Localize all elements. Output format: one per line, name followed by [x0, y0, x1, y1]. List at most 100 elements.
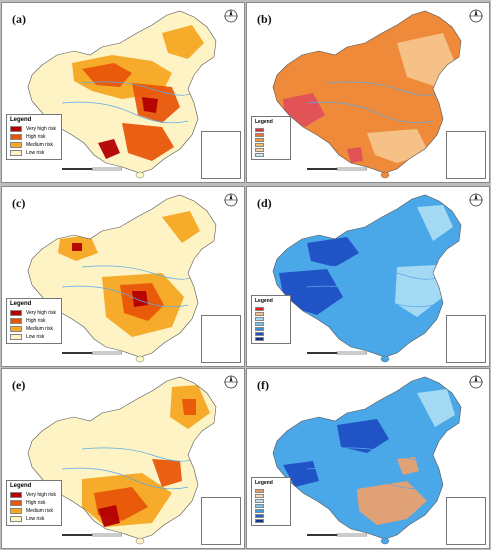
- legend-item: [255, 311, 287, 316]
- legend-swatch: [255, 306, 264, 311]
- legend-swatch: [255, 498, 264, 503]
- risk-region: [152, 459, 182, 487]
- map-panel-c: (c) Legend Very high risk High risk Medium …: [1, 186, 245, 367]
- island: [135, 355, 145, 363]
- china-map-d: [272, 194, 462, 363]
- risk-region: [307, 237, 359, 267]
- north-arrow-icon: [469, 9, 483, 23]
- legend-swatch: [255, 321, 264, 326]
- legend-label: Low risk: [26, 516, 45, 522]
- legend-item: [255, 132, 287, 137]
- legend-title: Legend: [10, 117, 32, 123]
- legend-label: Medium risk: [26, 326, 53, 332]
- river-line: [326, 81, 438, 96]
- risk-region: [367, 129, 429, 163]
- river-line: [326, 265, 438, 280]
- risk-region: [122, 123, 174, 161]
- legend-item: [255, 503, 287, 508]
- legend-label: Very high risk: [26, 492, 57, 498]
- scale-bar: [307, 167, 367, 171]
- map-panel-e: (e) Legend Very high risk High risk Medium …: [1, 368, 245, 549]
- risk-region: [182, 399, 196, 415]
- south-china-sea-inset: [446, 497, 486, 545]
- legend-item: Low risk: [10, 333, 58, 341]
- risk-region: [417, 205, 453, 241]
- legend-swatch: [10, 516, 22, 522]
- legend-item: [255, 306, 287, 311]
- south-china-sea-inset: [201, 131, 241, 179]
- legend-title: Legend: [255, 119, 273, 125]
- legend-swatch: [10, 142, 22, 148]
- legend-swatch: [255, 152, 264, 157]
- country-border: [272, 10, 462, 174]
- numeric-legend: Legend: [251, 116, 291, 160]
- legend-item: [255, 498, 287, 503]
- legend-title: Legend: [10, 483, 32, 489]
- country-border: [27, 10, 217, 174]
- legend-swatch: [255, 311, 264, 316]
- north-arrow-icon: [224, 9, 238, 23]
- legend-swatch: [255, 147, 264, 152]
- scale-bar: [62, 533, 122, 537]
- north-arrow-icon: [224, 193, 238, 207]
- legend-swatch: [255, 503, 264, 508]
- river-line: [326, 447, 438, 462]
- island: [380, 171, 390, 179]
- risk-region: [132, 291, 148, 307]
- panel-label-d: (d): [257, 196, 272, 210]
- risk-region: [357, 481, 427, 525]
- river-line: [81, 447, 193, 462]
- legend-item: [255, 336, 287, 341]
- south-china-sea-inset: [446, 315, 486, 363]
- china-map-f: [272, 376, 462, 545]
- river-line: [306, 101, 434, 124]
- panel-label-b: (b): [257, 12, 272, 26]
- legend-item: [255, 142, 287, 147]
- map-panel-d: (d) Legend: [246, 186, 490, 367]
- legend-item: [255, 518, 287, 523]
- country-border: [27, 194, 217, 358]
- country-border: [272, 194, 462, 358]
- legend-label: Very high risk: [26, 126, 57, 132]
- legend-item: Very high risk: [10, 491, 58, 499]
- legend-swatch: [10, 310, 22, 316]
- river-line: [61, 285, 189, 308]
- risk-region: [397, 457, 419, 475]
- legend-item: [255, 152, 287, 157]
- country-border: [27, 376, 217, 540]
- legend-item: [255, 331, 287, 336]
- legend-label: High risk: [26, 134, 46, 140]
- legend-swatch: [255, 336, 264, 341]
- north-arrow-icon: [469, 375, 483, 389]
- risk-legend: Legend Very high risk High risk Medium risk…: [6, 298, 62, 344]
- legend-item: [255, 127, 287, 132]
- south-china-sea-inset: [201, 315, 241, 363]
- river-line: [81, 81, 193, 96]
- risk-region: [347, 147, 363, 163]
- legend-label: Low risk: [26, 150, 45, 156]
- legend-swatch: [10, 334, 22, 340]
- risk-region: [82, 63, 132, 87]
- risk-region: [98, 505, 120, 527]
- legend-item: High risk: [10, 317, 58, 325]
- legend-swatch: [255, 137, 264, 142]
- panel-label-a: (a): [12, 12, 26, 26]
- panel-label-c: (c): [12, 196, 26, 210]
- risk-region: [72, 243, 82, 251]
- legend-item: Very high risk: [10, 309, 58, 317]
- legend-label: Medium risk: [26, 142, 53, 148]
- scale-bar: [307, 533, 367, 537]
- legend-title: Legend: [255, 298, 273, 304]
- legend-swatch: [10, 150, 22, 156]
- map-panel-f: (f) Legend: [246, 368, 490, 549]
- risk-region: [162, 25, 204, 59]
- panel-label-f: (f): [257, 378, 269, 392]
- risk-region: [417, 389, 455, 427]
- legend-item: [255, 137, 287, 142]
- river-line: [306, 467, 434, 490]
- island: [380, 355, 390, 363]
- risk-region: [279, 269, 343, 315]
- legend-label: Medium risk: [26, 508, 53, 514]
- legend-swatch: [10, 326, 22, 332]
- island: [380, 537, 390, 545]
